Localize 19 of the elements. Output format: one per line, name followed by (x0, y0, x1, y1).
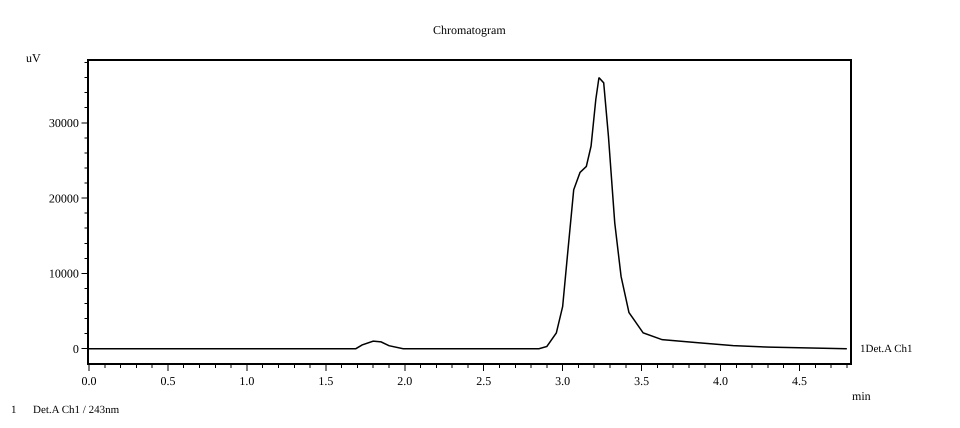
x-tick-label: 1.5 (318, 374, 334, 388)
x-tick-label: 4.0 (713, 374, 728, 388)
x-tick-label: 1.0 (239, 374, 254, 388)
x-axis-title: min (852, 389, 871, 403)
chart-title: Chromatogram (433, 23, 506, 37)
x-tick-label: 3.5 (634, 374, 650, 388)
y-axis-title: uV (26, 51, 41, 65)
y-tick-label: 20000 (48, 191, 79, 206)
y-tick-label: 0 (72, 342, 79, 356)
x-tick-label: 0.5 (160, 374, 176, 388)
y-tick-label: 30000 (48, 116, 79, 130)
y-tick-label: 10000 (48, 266, 79, 281)
x-tick-label: 4.5 (792, 374, 807, 388)
text: 1 Det.A Ch1 / 243nm (11, 404, 120, 416)
x-tick-label: 2.0 (397, 374, 412, 388)
series-label: 1Det.A Ch1 (860, 343, 913, 355)
x-tick-label: 0.0 (82, 374, 96, 388)
x-tick-label: 3.0 (555, 374, 570, 388)
x-tick-label: 2.5 (476, 374, 492, 388)
